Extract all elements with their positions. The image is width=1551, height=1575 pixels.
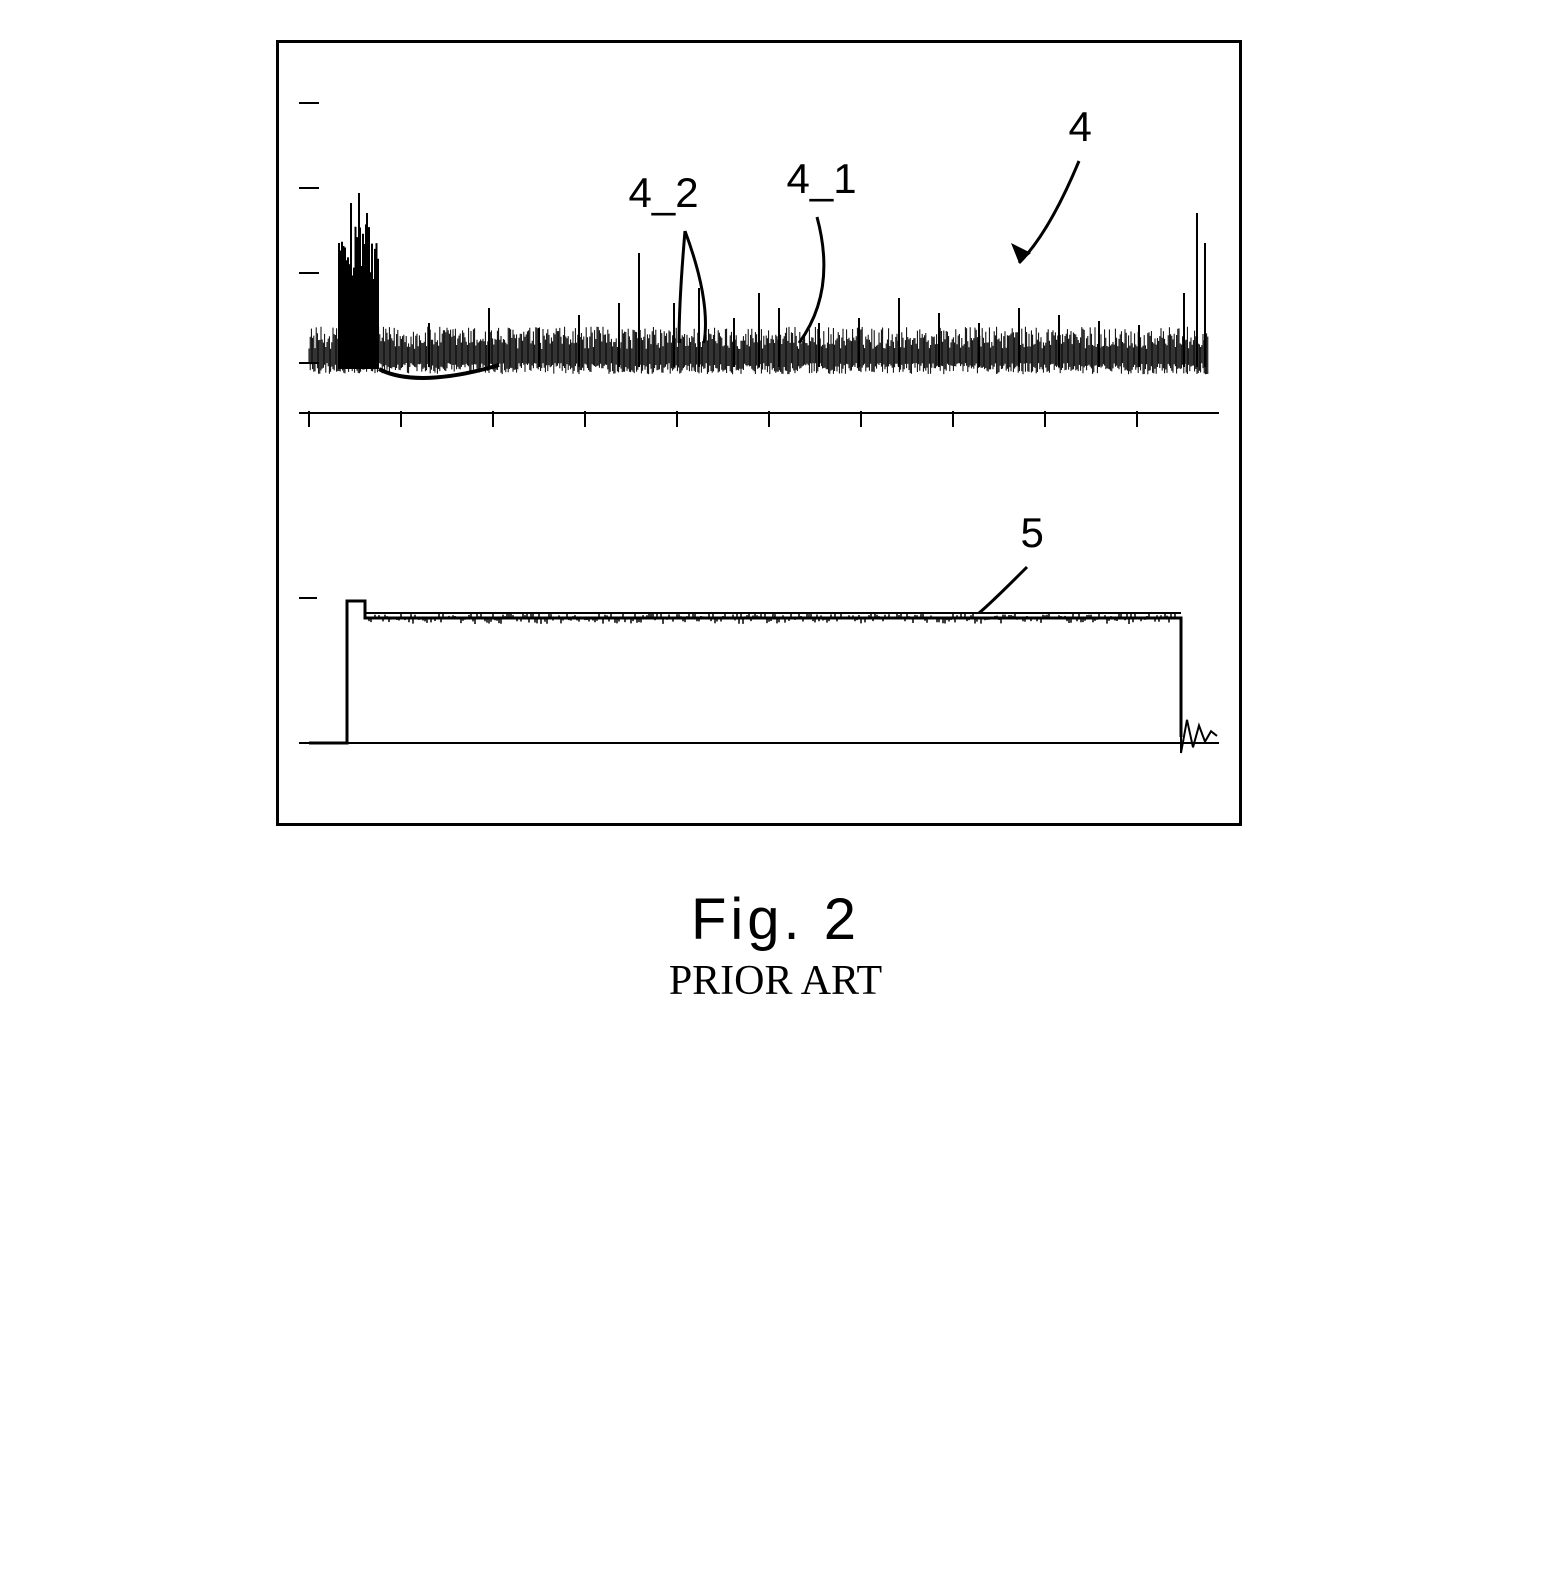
annotation-5: 5 bbox=[1021, 509, 1044, 557]
annotation-5-text: 5 bbox=[1021, 509, 1044, 556]
figure-caption: Fig. 2 PRIOR ART bbox=[276, 886, 1276, 1005]
caption-sub: PRIOR ART bbox=[276, 957, 1276, 1005]
annotation-4-2: 4_2 bbox=[629, 169, 699, 217]
figure-container: 4 4_1 4_2 5 Fig. 2 PRIOR ART bbox=[276, 40, 1276, 1005]
annotation-4-2-text: 4_2 bbox=[629, 169, 699, 216]
annotation-4-1: 4_1 bbox=[787, 155, 857, 203]
annotation-4-1-text: 4_1 bbox=[787, 155, 857, 202]
annotation-4-text: 4 bbox=[1069, 103, 1092, 150]
annotation-4: 4 bbox=[1069, 103, 1092, 151]
chart-svg bbox=[279, 43, 1239, 823]
caption-label: Fig. 2 bbox=[276, 886, 1276, 953]
chart-frame: 4 4_1 4_2 5 bbox=[276, 40, 1242, 826]
